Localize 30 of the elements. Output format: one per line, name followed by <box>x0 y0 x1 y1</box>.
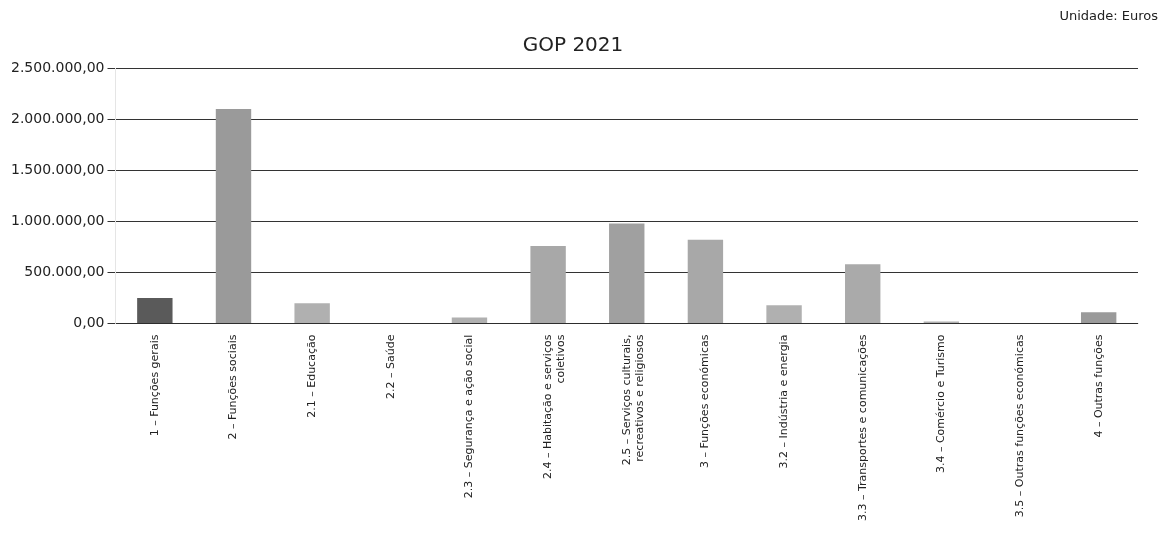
bar <box>766 305 802 324</box>
x-tick-label: 3 – Funções económicas <box>698 334 712 469</box>
y-tick-label: 2.500.000,00 <box>11 58 105 75</box>
bar <box>609 223 645 324</box>
x-tick-label: 2.3 – Segurança e ação social <box>462 334 476 499</box>
bar <box>215 108 252 324</box>
bar <box>137 298 173 324</box>
x-tick-label: 2.4 – Habitação e serviços coletivos <box>540 334 568 480</box>
bar <box>845 264 881 324</box>
y-tick-label: 1.500.000,00 <box>11 160 105 177</box>
y-tick-label: 1.000.000,00 <box>11 211 105 228</box>
chart-title: GOP 2021 <box>522 32 624 57</box>
y-tick-label: 500.000,00 <box>24 263 105 280</box>
x-tick-label: 1 – Funções gerais <box>147 334 161 437</box>
x-tick-label: 3.2 – Indústria e energia <box>776 334 790 469</box>
bar <box>530 245 566 324</box>
x-tick-label: 2.2 – Saúde <box>383 334 397 400</box>
x-tick-label: 2.1 – Educação <box>305 334 319 418</box>
y-tick-label: 0,00 <box>73 314 105 331</box>
text: Unidade: Euros <box>1059 8 1158 23</box>
x-tick-label: 3.4 – Comércio e Turismo <box>934 334 948 474</box>
x-tick-label: 2 – Funções sociais <box>226 334 240 440</box>
x-tick-label: 3.3 – Transportes e comunicações <box>855 334 869 521</box>
bar <box>687 239 724 324</box>
bar <box>1080 312 1117 324</box>
x-tick-label: 3.5 – Outras funções económicas <box>1012 334 1026 518</box>
x-tick-label: 4 – Outras funções <box>1091 334 1105 438</box>
bar <box>294 303 330 324</box>
y-tick-label: 2.000.000,00 <box>11 109 105 126</box>
bar <box>451 317 488 324</box>
